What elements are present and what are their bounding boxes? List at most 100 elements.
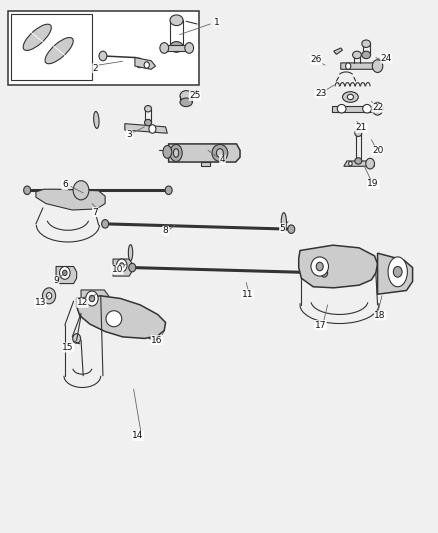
- Ellipse shape: [160, 43, 169, 53]
- Polygon shape: [201, 162, 210, 166]
- Ellipse shape: [321, 269, 328, 277]
- Ellipse shape: [145, 106, 152, 112]
- Text: 8: 8: [162, 227, 169, 235]
- Ellipse shape: [89, 295, 95, 302]
- Polygon shape: [344, 161, 374, 166]
- Ellipse shape: [170, 15, 183, 26]
- Polygon shape: [113, 259, 132, 276]
- Ellipse shape: [353, 51, 361, 59]
- Text: 9: 9: [53, 276, 59, 285]
- Ellipse shape: [355, 130, 362, 136]
- Ellipse shape: [311, 257, 328, 276]
- Polygon shape: [164, 45, 189, 51]
- Ellipse shape: [23, 24, 51, 51]
- Ellipse shape: [170, 42, 183, 52]
- Polygon shape: [332, 106, 378, 112]
- Ellipse shape: [60, 266, 70, 279]
- Text: 3: 3: [126, 130, 132, 139]
- Ellipse shape: [73, 181, 89, 200]
- Polygon shape: [125, 124, 167, 133]
- Text: 10: 10: [112, 265, 123, 274]
- Ellipse shape: [147, 321, 159, 332]
- Text: 2: 2: [93, 64, 98, 72]
- Polygon shape: [36, 189, 105, 210]
- Text: 12: 12: [77, 298, 88, 307]
- Ellipse shape: [147, 330, 159, 340]
- Ellipse shape: [366, 158, 374, 169]
- Ellipse shape: [173, 149, 179, 157]
- Ellipse shape: [346, 63, 351, 69]
- Text: 14: 14: [132, 432, 144, 440]
- Ellipse shape: [165, 186, 172, 195]
- Text: 11: 11: [242, 290, 253, 298]
- Polygon shape: [81, 290, 109, 308]
- Ellipse shape: [129, 263, 136, 272]
- Polygon shape: [299, 245, 378, 288]
- Text: 4: 4: [220, 156, 225, 164]
- Text: 20: 20: [372, 146, 383, 155]
- Ellipse shape: [216, 149, 223, 157]
- Polygon shape: [77, 296, 166, 338]
- Ellipse shape: [63, 270, 67, 276]
- Ellipse shape: [163, 146, 172, 158]
- Ellipse shape: [347, 94, 353, 100]
- Text: 13: 13: [35, 298, 46, 307]
- Text: 5: 5: [279, 224, 286, 232]
- Ellipse shape: [349, 161, 352, 166]
- Ellipse shape: [99, 51, 107, 61]
- Text: 21: 21: [356, 124, 367, 132]
- Ellipse shape: [73, 334, 81, 343]
- Ellipse shape: [372, 60, 383, 72]
- Polygon shape: [341, 63, 381, 69]
- Ellipse shape: [117, 259, 127, 272]
- Ellipse shape: [388, 257, 407, 287]
- Ellipse shape: [212, 144, 228, 161]
- Ellipse shape: [46, 293, 52, 299]
- Ellipse shape: [136, 58, 142, 68]
- Polygon shape: [56, 266, 77, 284]
- Text: 17: 17: [315, 321, 326, 329]
- Text: 26: 26: [311, 55, 322, 64]
- Ellipse shape: [145, 119, 152, 126]
- Ellipse shape: [363, 104, 371, 113]
- Polygon shape: [334, 48, 343, 54]
- Text: 16: 16: [151, 336, 162, 344]
- Ellipse shape: [355, 158, 362, 164]
- Ellipse shape: [42, 288, 56, 304]
- Ellipse shape: [362, 51, 371, 59]
- Ellipse shape: [170, 144, 182, 161]
- Ellipse shape: [185, 43, 194, 53]
- Ellipse shape: [102, 220, 109, 228]
- Ellipse shape: [180, 98, 192, 107]
- Text: 7: 7: [92, 208, 99, 216]
- Text: 22: 22: [372, 103, 383, 112]
- Ellipse shape: [45, 37, 73, 64]
- Ellipse shape: [24, 186, 31, 195]
- Ellipse shape: [372, 102, 383, 115]
- Text: 1: 1: [214, 18, 220, 27]
- Ellipse shape: [86, 291, 98, 306]
- Ellipse shape: [288, 225, 295, 233]
- Ellipse shape: [393, 266, 402, 277]
- Text: 24: 24: [381, 54, 392, 63]
- Text: 19: 19: [367, 180, 379, 188]
- Ellipse shape: [106, 311, 122, 327]
- Ellipse shape: [149, 125, 156, 133]
- Ellipse shape: [128, 245, 133, 261]
- Ellipse shape: [180, 91, 192, 101]
- Polygon shape: [169, 144, 240, 162]
- Ellipse shape: [337, 104, 346, 113]
- Text: 15: 15: [62, 343, 74, 352]
- Bar: [11, 14, 92, 80]
- Ellipse shape: [120, 263, 124, 268]
- Text: 18: 18: [374, 311, 386, 320]
- Bar: [8, 11, 199, 85]
- Polygon shape: [135, 58, 155, 69]
- Text: 25: 25: [189, 92, 201, 100]
- Ellipse shape: [343, 92, 358, 102]
- Text: 6: 6: [62, 181, 68, 189]
- Polygon shape: [378, 253, 413, 294]
- Ellipse shape: [362, 40, 371, 47]
- Ellipse shape: [316, 262, 323, 271]
- Ellipse shape: [144, 62, 149, 68]
